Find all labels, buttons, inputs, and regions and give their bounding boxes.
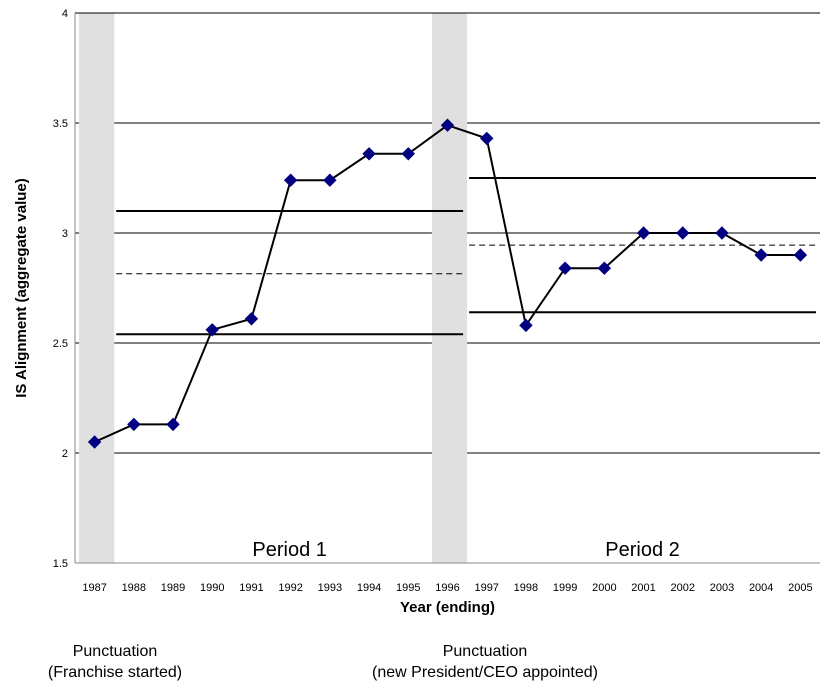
punctuation-subtitle: (Franchise started) xyxy=(47,664,183,681)
x-axis-title: Year (ending) xyxy=(400,599,495,616)
punctuation-title: Punctuation xyxy=(442,643,528,660)
data-point xyxy=(715,226,729,240)
x-tick-label: 1994 xyxy=(357,582,381,594)
x-tick-label: 2003 xyxy=(710,582,734,594)
x-tick-label: 2002 xyxy=(671,582,695,594)
x-tick-label: 2004 xyxy=(749,582,773,594)
y-tick-label: 3.5 xyxy=(53,118,68,130)
x-tick-label: 1991 xyxy=(239,582,263,594)
data-point xyxy=(205,323,219,337)
y-tick-label: 2 xyxy=(62,448,68,460)
data-point xyxy=(558,261,572,275)
data-point xyxy=(793,248,808,262)
data-point xyxy=(283,173,298,187)
y-axis-title: IS Alignment (aggregate value) xyxy=(13,178,30,398)
punctuation-band xyxy=(431,13,468,563)
period-label: Period 1 xyxy=(252,539,327,561)
punctuation-title: Punctuation xyxy=(72,643,158,660)
x-tick-label: 1989 xyxy=(161,582,185,594)
data-point xyxy=(636,226,651,240)
punctuation-note-2: Punctuation (new President/CEO appointed… xyxy=(325,641,645,683)
data-point xyxy=(754,248,768,262)
data-point xyxy=(127,417,141,432)
data-point xyxy=(362,147,376,161)
punctuation-subtitle: (new President/CEO appointed) xyxy=(372,664,598,681)
axes xyxy=(74,13,820,564)
punctuation-band xyxy=(79,13,115,563)
data-point xyxy=(519,318,533,333)
x-tick-label: 1987 xyxy=(82,582,106,594)
x-tick-label: 1996 xyxy=(435,582,459,594)
x-tick-label: 1992 xyxy=(278,582,302,594)
data-point xyxy=(244,312,259,326)
x-tick-label: 2000 xyxy=(592,582,616,594)
y-tick-label: 3 xyxy=(62,228,68,240)
data-point xyxy=(480,131,494,146)
x-tick-label: 1997 xyxy=(474,582,498,594)
x-tick-label: 1988 xyxy=(122,582,146,594)
x-tick-label: 1998 xyxy=(514,582,538,594)
data-point xyxy=(401,147,415,161)
labels: Period 1 Period 2 1.5 2 2.5 3 3.5 4 1987 1988 1989… xyxy=(13,8,813,616)
x-tick-label: 1999 xyxy=(553,582,577,594)
data-point xyxy=(323,173,337,187)
data-point xyxy=(676,226,690,240)
data-point xyxy=(87,435,102,449)
shaded-bands xyxy=(79,13,468,563)
data-point xyxy=(597,261,612,275)
y-tick-label: 2.5 xyxy=(53,338,68,350)
x-tick-label: 2005 xyxy=(788,582,812,594)
data-point xyxy=(440,118,455,132)
x-tick-label: 1993 xyxy=(318,582,342,594)
data-point xyxy=(166,417,180,432)
y-tick-label: 4 xyxy=(62,8,68,20)
x-tick-label: 2001 xyxy=(631,582,655,594)
period-bounds xyxy=(116,177,816,336)
punctuation-note-1: Punctuation (Franchise started) xyxy=(0,641,230,683)
series xyxy=(87,118,808,449)
x-tick-label: 1990 xyxy=(200,582,224,594)
x-tick-label: 1995 xyxy=(396,582,420,594)
period-label: Period 2 xyxy=(605,539,680,561)
y-tick-label: 1.5 xyxy=(53,558,68,570)
